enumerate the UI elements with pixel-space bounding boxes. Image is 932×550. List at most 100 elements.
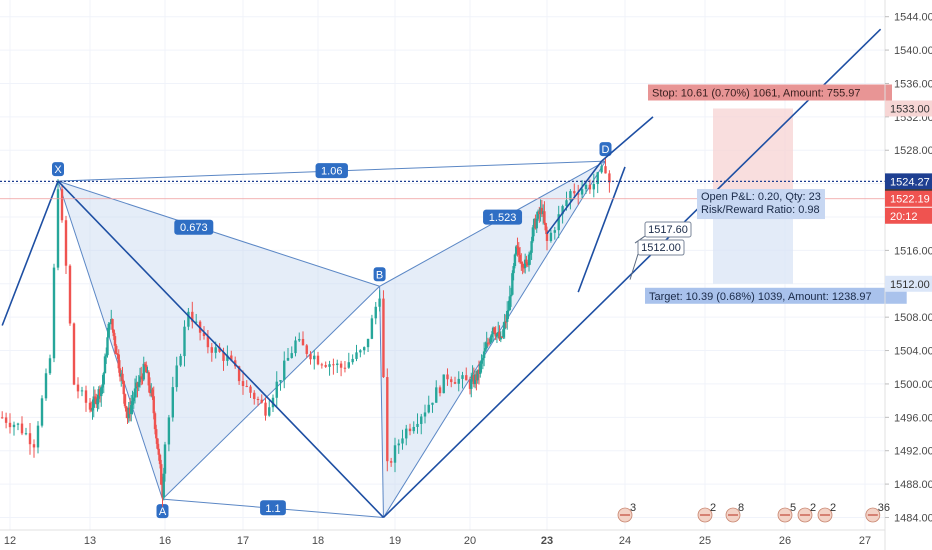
x-tick-label: 13: [84, 535, 96, 547]
candle-body: [472, 374, 476, 385]
candle-body: [502, 329, 505, 337]
candle-body: [56, 189, 60, 268]
price-tag-label: 1533.00: [890, 104, 930, 116]
candle-body: [249, 386, 252, 393]
candle-body: [465, 375, 468, 381]
candle-body: [210, 347, 213, 353]
y-tick-label: 1492.00: [894, 446, 932, 458]
candle-body: [339, 363, 343, 368]
candle-body: [16, 423, 20, 425]
pattern-ratio-label: 1.523: [489, 212, 517, 224]
candle-body: [113, 336, 117, 346]
candle-body: [167, 417, 171, 445]
candle-body: [531, 227, 535, 242]
candle-body: [486, 342, 490, 344]
overlays[interactable]: Stop: 10.61 (0.70%) 1061, Amount: 755.97…: [0, 28, 907, 519]
candle-body: [96, 398, 99, 405]
candle-body: [1, 417, 4, 419]
candle-body: [328, 364, 331, 367]
candle-body: [103, 356, 107, 374]
pattern-point-a: [156, 504, 169, 519]
candle-body: [499, 336, 502, 340]
target-label: Target: 10.39 (0.68%) 1039, Amount: 1238…: [649, 291, 872, 303]
y-tick-label: 1508.00: [894, 312, 932, 324]
candle-body: [544, 222, 547, 231]
candle-body: [183, 326, 186, 357]
candle-body: [126, 411, 129, 419]
candle-body: [123, 394, 127, 407]
x-tick-label: 18: [312, 535, 324, 547]
x-tick-label: 20: [464, 535, 476, 547]
pattern-leg-cd: [383, 160, 606, 518]
candle-body: [222, 351, 225, 361]
candle-body: [532, 219, 536, 228]
events[interactable]: 3 2 8 5 2 2 36: [617, 502, 890, 523]
candle-body: [370, 318, 374, 339]
position-zones: [713, 108, 793, 284]
label-1512-box: [637, 239, 685, 256]
candle-body: [523, 259, 527, 268]
label-1517-text: 1517.60: [648, 224, 688, 236]
candle-body: [584, 184, 588, 190]
candle-body: [535, 218, 538, 229]
candle-body: [32, 444, 36, 448]
candle-body: [162, 473, 165, 498]
candle-body: [343, 367, 347, 369]
candle-body: [294, 340, 297, 354]
candle-body: [431, 402, 434, 405]
candle-body: [286, 357, 290, 361]
candle-body: [44, 373, 48, 399]
candle-body: [40, 398, 44, 426]
candle-body: [128, 407, 132, 415]
pattern-point-label: X: [54, 164, 62, 176]
candle-body: [88, 402, 92, 410]
candle-body: [543, 211, 546, 223]
candle-body: [557, 214, 560, 231]
candle-body: [511, 273, 514, 295]
candle-body: [214, 347, 217, 353]
label-1517-box: [644, 221, 692, 238]
candle-body: [549, 232, 553, 241]
event-count: 2: [810, 502, 816, 514]
candle-body: [521, 263, 524, 268]
candle-body: [438, 387, 442, 394]
y-tick-label: 1504.00: [894, 346, 932, 358]
stop-zone: [713, 108, 793, 198]
pnl-box: [697, 189, 825, 220]
candle-body: [471, 374, 474, 380]
target-label-box: [645, 287, 907, 304]
pattern-ratio: [174, 219, 214, 235]
event-count: 2: [710, 502, 716, 514]
candle-body: [450, 379, 453, 383]
y-tick-label: 1536.00: [894, 78, 932, 90]
trend-line-x-c: [57, 180, 385, 519]
candle-body: [477, 369, 481, 374]
candle-body: [363, 347, 366, 351]
candle-body: [161, 484, 164, 498]
candle-body: [408, 428, 412, 432]
candle-body: [525, 259, 528, 264]
candle-body: [536, 211, 540, 219]
candle-body: [137, 382, 140, 387]
candle-body: [151, 389, 154, 397]
pattern-point-label: D: [602, 144, 610, 156]
pattern-ratio: [483, 209, 523, 225]
x-tick-label: 27: [859, 535, 871, 547]
candle-body: [577, 193, 580, 195]
candle-body: [122, 381, 125, 395]
pattern-point-b: [373, 267, 386, 282]
candle-body: [359, 350, 362, 353]
open-pnl-label: Open P&L: 0.20, Qty: 23: [701, 191, 821, 203]
candle-body: [24, 433, 28, 435]
candle-body: [150, 389, 153, 394]
harmonic-pattern[interactable]: X A B D 1.06 0.673 1.523 1.1: [52, 142, 612, 519]
candle-body: [241, 381, 245, 386]
y-tick-label: 1500.00: [894, 379, 932, 391]
candle-body: [580, 189, 584, 195]
wedge-lower: [577, 166, 626, 293]
candle-body: [283, 360, 286, 381]
candle-body: [48, 358, 52, 374]
candle-body: [592, 184, 595, 190]
